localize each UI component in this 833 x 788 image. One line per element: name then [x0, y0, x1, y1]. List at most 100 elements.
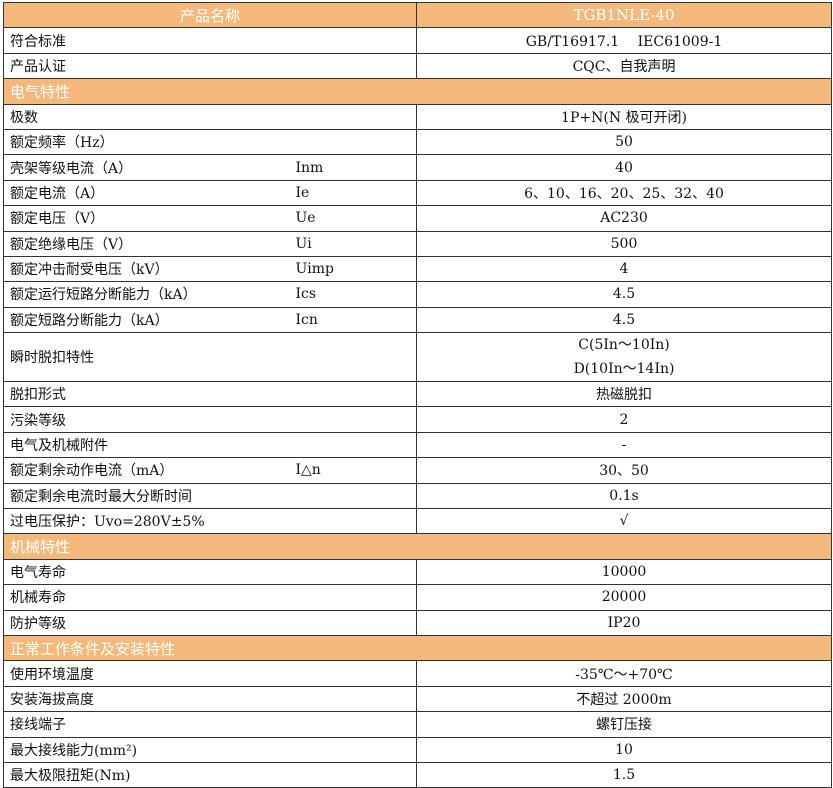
table-row: 脱扣形式 热磁脱扣 — [3, 381, 833, 408]
param-symbol: Ie — [295, 179, 418, 207]
table-row: 最大极限扭矩(Nm) 1.5 — [3, 761, 833, 788]
param-label: 极数 — [3, 103, 296, 130]
table-row: 额定冲击耐受电压（kV） Uimp 4 — [3, 255, 833, 283]
param-symbol: Inm — [295, 154, 418, 181]
table-row: 额定频率（Hz） 50 — [3, 128, 833, 156]
value-line: D(10In～14In) — [573, 361, 675, 378]
param-symbol — [295, 508, 418, 535]
param-value: -35℃～+70℃ — [416, 660, 833, 687]
param-value: C(5In～10In) D(10In～14In) — [416, 332, 833, 383]
param-value: 螺钉压接 — [416, 711, 833, 738]
param-label: 额定电压（V） — [3, 205, 296, 232]
section-header: 正常工作条件及安装特性 — [2, 634, 833, 662]
param-value: 30、50 — [416, 457, 833, 484]
param-value: IP20 — [416, 609, 833, 636]
param-value: 500 — [416, 230, 833, 257]
param-symbol — [295, 711, 418, 738]
param-value: 0.1s — [416, 482, 833, 510]
param-value: 2 — [416, 406, 833, 433]
param-value: 4 — [416, 255, 833, 283]
param-label: 额定短路分断能力（kA） — [3, 306, 296, 334]
param-label: 电气及机械附件 — [3, 431, 296, 459]
param-symbol — [295, 609, 418, 636]
param-label: 瞬时脱扣特性 — [3, 332, 296, 383]
param-value: 热磁脱扣 — [416, 381, 833, 408]
param-label: 额定剩余电流时最大分断时间 — [3, 482, 296, 510]
param-symbol: Ics — [295, 281, 418, 308]
table-row: 极数 1P+N(N 极可开闭) — [3, 103, 833, 130]
param-label: 电气寿命 — [3, 558, 296, 586]
param-label: 污染等级 — [3, 406, 296, 433]
table-row: 额定剩余动作电流（mA） I△n 30、50 — [3, 457, 833, 484]
section-title: 正常工作条件及安装特性 — [2, 634, 833, 662]
param-value: 4.5 — [416, 281, 833, 308]
param-label: 脱扣形式 — [3, 381, 296, 408]
param-value: 4.5 — [416, 306, 833, 334]
param-value: 10000 — [416, 558, 833, 586]
param-symbol — [295, 685, 418, 713]
table-row: 瞬时脱扣特性 C(5In～10In) D(10In～14In) — [3, 332, 833, 383]
param-label: 安装海拔高度 — [3, 685, 296, 713]
table-row: 额定剩余电流时最大分断时间 0.1s — [3, 482, 833, 510]
param-symbol: Ue — [295, 205, 418, 232]
table-row: 额定电压（V） Ue AC230 — [3, 205, 833, 232]
param-label: 额定剩余动作电流（mA） — [3, 457, 296, 484]
param-label: 符合标准 — [3, 27, 296, 54]
header-row: 产品名称 TGB1NLE-40 — [2, 1, 833, 29]
table-row: 使用环境温度 -35℃～+70℃ — [3, 660, 833, 687]
param-label: 防护等级 — [3, 609, 296, 636]
param-symbol — [295, 660, 418, 687]
param-value: 1.5 — [416, 761, 833, 788]
table-row: 额定运行短路分断能力（kA） Ics 4.5 — [3, 281, 833, 308]
param-value: CQC、自我声明 — [416, 52, 833, 80]
param-symbol — [295, 52, 418, 80]
param-label: 额定运行短路分断能力（kA） — [3, 281, 296, 308]
param-label: 壳架等级电流（A） — [3, 154, 296, 181]
table-row: 产品认证 CQC、自我声明 — [3, 52, 833, 80]
param-symbol: Icn — [295, 306, 418, 334]
table-row: 符合标准 GB/T16917.1 IEC61009-1 — [3, 27, 833, 54]
param-label: 额定电流（A） — [3, 179, 296, 207]
param-symbol — [295, 332, 418, 383]
table-row: 额定电流（A） Ie 6、10、16、20、25、32、40 — [3, 179, 833, 207]
param-symbol — [295, 482, 418, 510]
table-row: 壳架等级电流（A） Inm 40 — [3, 154, 833, 181]
table-row: 污染等级 2 — [3, 406, 833, 433]
param-value: AC230 — [416, 205, 833, 232]
section-title: 机械特性 — [2, 533, 833, 560]
param-symbol — [295, 431, 418, 459]
param-symbol — [295, 736, 418, 763]
value-line: C(5In～10In) — [578, 337, 670, 354]
param-value: 50 — [416, 128, 833, 156]
param-symbol: Uimp — [295, 255, 418, 283]
section-title: 电气特性 — [2, 78, 833, 105]
section-header: 电气特性 — [2, 78, 833, 105]
param-symbol — [295, 27, 418, 54]
section-header: 机械特性 — [2, 533, 833, 560]
table-row: 防护等级 IP20 — [3, 609, 833, 636]
param-label: 额定频率（Hz） — [3, 128, 296, 156]
table-row: 接线端子 螺钉压接 — [3, 711, 833, 738]
param-label: 产品认证 — [3, 52, 296, 80]
param-label: 机械寿命 — [3, 584, 296, 611]
param-label: 最大接线能力(mm²) — [3, 736, 296, 763]
table-row: 电气及机械附件 - — [3, 431, 833, 459]
param-symbol — [295, 406, 418, 433]
param-symbol — [295, 761, 418, 788]
param-label: 接线端子 — [3, 711, 296, 738]
param-label: 额定冲击耐受电压（kV） — [3, 255, 296, 283]
param-symbol — [295, 558, 418, 586]
param-symbol — [295, 584, 418, 611]
param-label: 使用环境温度 — [3, 660, 296, 687]
param-value: 40 — [416, 154, 833, 181]
table-row: 额定短路分断能力（kA） Icn 4.5 — [3, 306, 833, 334]
param-symbol — [295, 381, 418, 408]
header-value: TGB1NLE-40 — [416, 1, 833, 29]
param-value: √ — [416, 508, 833, 535]
param-value: 20000 — [416, 584, 833, 611]
table-row: 电气寿命 10000 — [3, 558, 833, 586]
param-symbol — [295, 128, 418, 156]
param-value: 10 — [416, 736, 833, 763]
table-row: 机械寿命 20000 — [3, 584, 833, 611]
